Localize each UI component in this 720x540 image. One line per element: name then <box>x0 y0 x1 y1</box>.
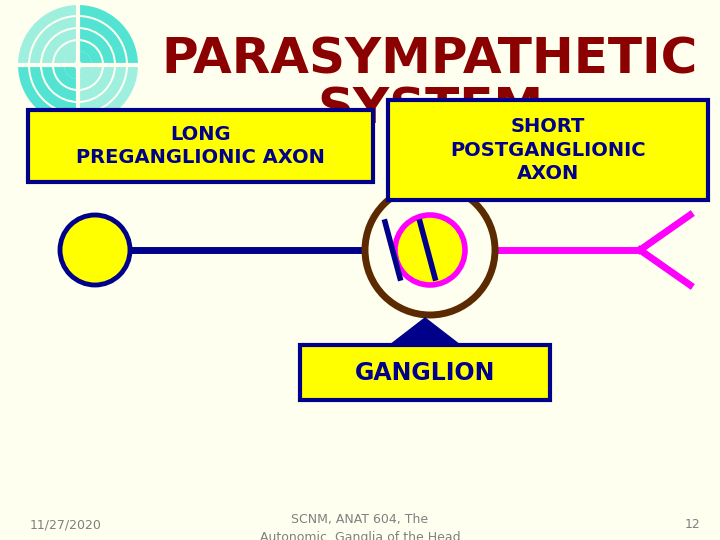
Text: 11/27/2020: 11/27/2020 <box>30 518 102 531</box>
Polygon shape <box>390 318 460 345</box>
FancyBboxPatch shape <box>28 110 373 182</box>
Wedge shape <box>54 65 78 89</box>
Wedge shape <box>30 65 78 113</box>
Text: SYSTEM: SYSTEM <box>317 86 543 134</box>
Wedge shape <box>30 17 78 65</box>
Circle shape <box>60 215 130 285</box>
Wedge shape <box>54 41 78 65</box>
Wedge shape <box>42 29 78 65</box>
Text: GANGLION: GANGLION <box>355 361 495 384</box>
Wedge shape <box>78 5 138 65</box>
Wedge shape <box>78 65 102 89</box>
Wedge shape <box>78 65 92 79</box>
Circle shape <box>365 185 495 315</box>
Wedge shape <box>78 65 126 113</box>
Wedge shape <box>78 65 114 101</box>
Wedge shape <box>64 51 78 65</box>
Wedge shape <box>78 41 102 65</box>
FancyBboxPatch shape <box>388 100 708 200</box>
Wedge shape <box>78 29 114 65</box>
Wedge shape <box>78 51 92 65</box>
Wedge shape <box>64 65 78 79</box>
Wedge shape <box>78 65 138 125</box>
Circle shape <box>395 215 465 285</box>
Wedge shape <box>42 65 78 101</box>
Wedge shape <box>78 17 126 65</box>
Text: 12: 12 <box>684 518 700 531</box>
Text: SCNM, ANAT 604, The
Autonomic  Ganglia of the Head: SCNM, ANAT 604, The Autonomic Ganglia of… <box>260 512 460 540</box>
Text: SHORT
POSTGANGLIONIC
AXON: SHORT POSTGANGLIONIC AXON <box>450 117 646 183</box>
Text: PARASYMPATHETIC: PARASYMPATHETIC <box>162 36 698 84</box>
Wedge shape <box>18 5 78 65</box>
FancyBboxPatch shape <box>300 345 550 400</box>
Wedge shape <box>18 65 78 125</box>
Text: LONG
PREGANGLIONIC AXON: LONG PREGANGLIONIC AXON <box>76 125 325 167</box>
